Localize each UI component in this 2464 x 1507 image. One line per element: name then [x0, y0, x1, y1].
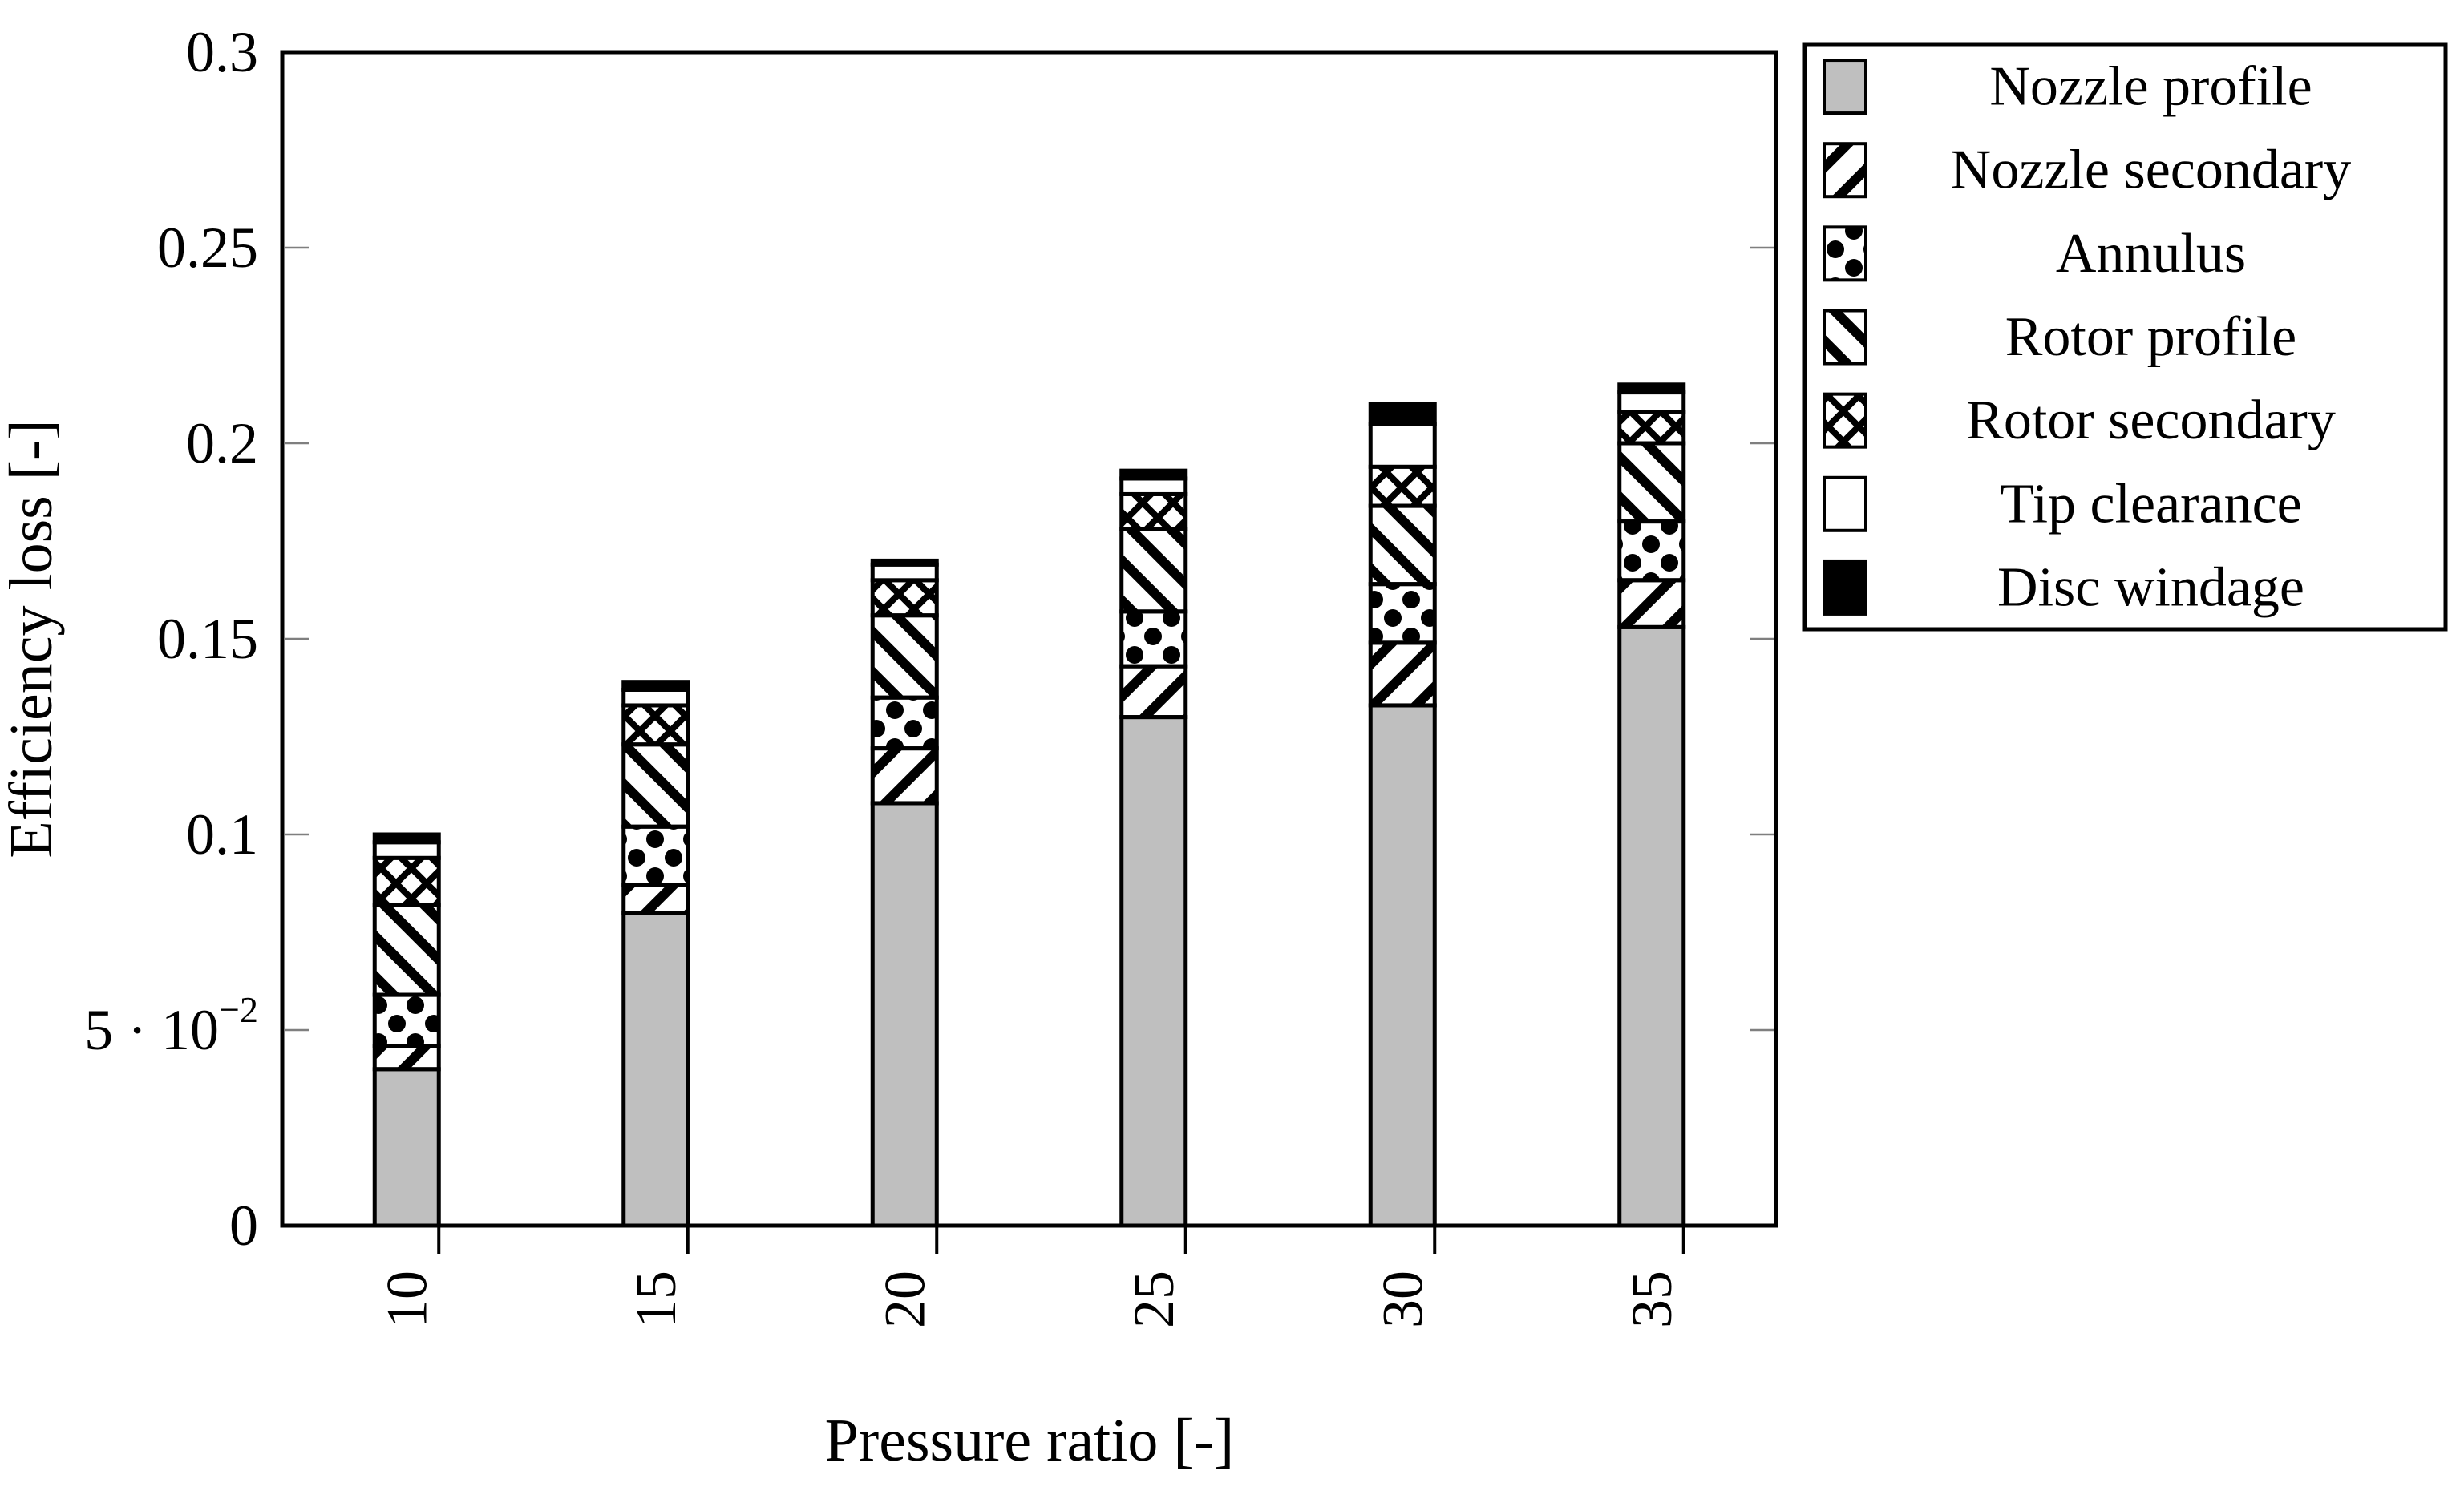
y-tick-label: 0	[229, 1194, 258, 1258]
bar-pr25-annulus	[1119, 609, 1188, 669]
bar-pr30-disc-windage	[1368, 402, 1437, 426]
bar-pr20-disc-windage	[870, 558, 939, 567]
bar-pr30-nozzle-secondary	[1368, 640, 1437, 708]
x-tick-label: 10	[374, 1271, 439, 1328]
bar-pr30-annulus	[1368, 582, 1437, 645]
x-tick-label: 20	[872, 1271, 937, 1328]
bar-pr10-rotor-profile	[372, 903, 441, 997]
bar-pr20-annulus	[870, 695, 939, 751]
bar-pr25-rotor-secondary	[1119, 491, 1188, 531]
legend-label-rotor-secondary: Rotor secondary	[1966, 390, 2336, 451]
legend-label-annulus: Annulus	[2056, 223, 2246, 285]
y-tick-label: 0.25	[157, 216, 258, 280]
bar-pr15-disc-windage	[621, 680, 690, 692]
legend-label-disc-windage: Disc windage	[1997, 556, 2304, 618]
bar-pr20-rotor-profile	[870, 613, 939, 700]
legend-swatch-rotor-profile	[1823, 309, 1867, 366]
bar-pr10-nozzle-secondary	[372, 1044, 441, 1072]
legend-label-rotor-profile: Rotor profile	[2005, 306, 2297, 368]
bar-pr35-rotor-secondary	[1617, 410, 1686, 446]
legend-label-tip-clearance: Tip clearance	[2000, 473, 2301, 535]
y-axis-title: Efficiency loss [-]	[0, 419, 65, 858]
x-tick-label: 25	[1122, 1271, 1186, 1328]
legend-swatch-annulus	[1823, 225, 1867, 282]
bar-pr10-disc-windage	[372, 832, 441, 845]
y-tick-label: 5 · 10−2	[84, 989, 258, 1063]
bar-pr30-tip-clearance	[1368, 422, 1437, 469]
bar-pr15-nozzle-profile	[621, 911, 690, 1228]
bar-pr25-tip-clearance	[1119, 476, 1188, 496]
legend-swatch-tip-clearance	[1823, 475, 1867, 532]
y-tick-label: 0.2	[186, 411, 258, 475]
x-axis-title: Pressure ratio [-]	[825, 1407, 1235, 1474]
bar-pr15-annulus	[621, 824, 690, 887]
bar-pr25-disc-windage	[1119, 468, 1188, 481]
bar-pr15-rotor-profile	[621, 742, 690, 829]
bar-pr15-tip-clearance	[621, 687, 690, 708]
bar-pr35-nozzle-secondary	[1617, 578, 1686, 629]
x-tick-label: 15	[624, 1271, 688, 1328]
bar-pr30-nozzle-profile	[1368, 703, 1437, 1228]
y-tick-label: 0.15	[157, 607, 258, 671]
bar-pr35-disc-windage	[1617, 382, 1686, 395]
bar-pr20-tip-clearance	[870, 562, 939, 583]
bar-pr25-rotor-profile	[1119, 527, 1188, 614]
legend-swatch-disc-windage	[1823, 559, 1867, 616]
bar-pr25-nozzle-profile	[1119, 715, 1188, 1228]
x-tick-label: 30	[1370, 1271, 1434, 1328]
bar-pr35-annulus	[1617, 519, 1686, 583]
legend-label-nozzle-secondary: Nozzle secondary	[1951, 139, 2351, 201]
legend-swatch-nozzle-secondary	[1823, 142, 1867, 199]
bar-pr35-rotor-profile	[1617, 441, 1686, 524]
bar-pr15-rotor-secondary	[621, 703, 690, 747]
bar-pr10-annulus	[372, 992, 441, 1048]
bar-pr20-nozzle-profile	[870, 801, 939, 1228]
x-tick-label: 35	[1620, 1271, 1684, 1328]
bar-pr35-tip-clearance	[1617, 390, 1686, 414]
plot-frame	[280, 50, 1778, 1228]
legend-swatch-nozzle-profile	[1823, 59, 1867, 115]
bar-pr10-nozzle-profile	[372, 1067, 441, 1228]
bar-pr30-rotor-profile	[1368, 503, 1437, 587]
bar-pr30-rotor-secondary	[1368, 464, 1437, 508]
bar-pr20-nozzle-secondary	[870, 746, 939, 806]
y-tick-label: 0.3	[186, 20, 258, 84]
y-tick-label: 0.1	[186, 802, 258, 867]
legend-label-nozzle-profile: Nozzle profile	[1989, 56, 2312, 118]
bar-pr35-nozzle-profile	[1617, 624, 1686, 1228]
bar-pr20-rotor-secondary	[870, 578, 939, 618]
bar-pr25-nozzle-secondary	[1119, 664, 1188, 720]
legend-box	[1802, 42, 2448, 632]
legend-swatch-rotor-secondary	[1823, 392, 1867, 449]
bar-pr10-tip-clearance	[372, 840, 441, 860]
bar-pr15-nozzle-secondary	[621, 883, 690, 915]
bar-pr10-rotor-secondary	[372, 855, 441, 907]
